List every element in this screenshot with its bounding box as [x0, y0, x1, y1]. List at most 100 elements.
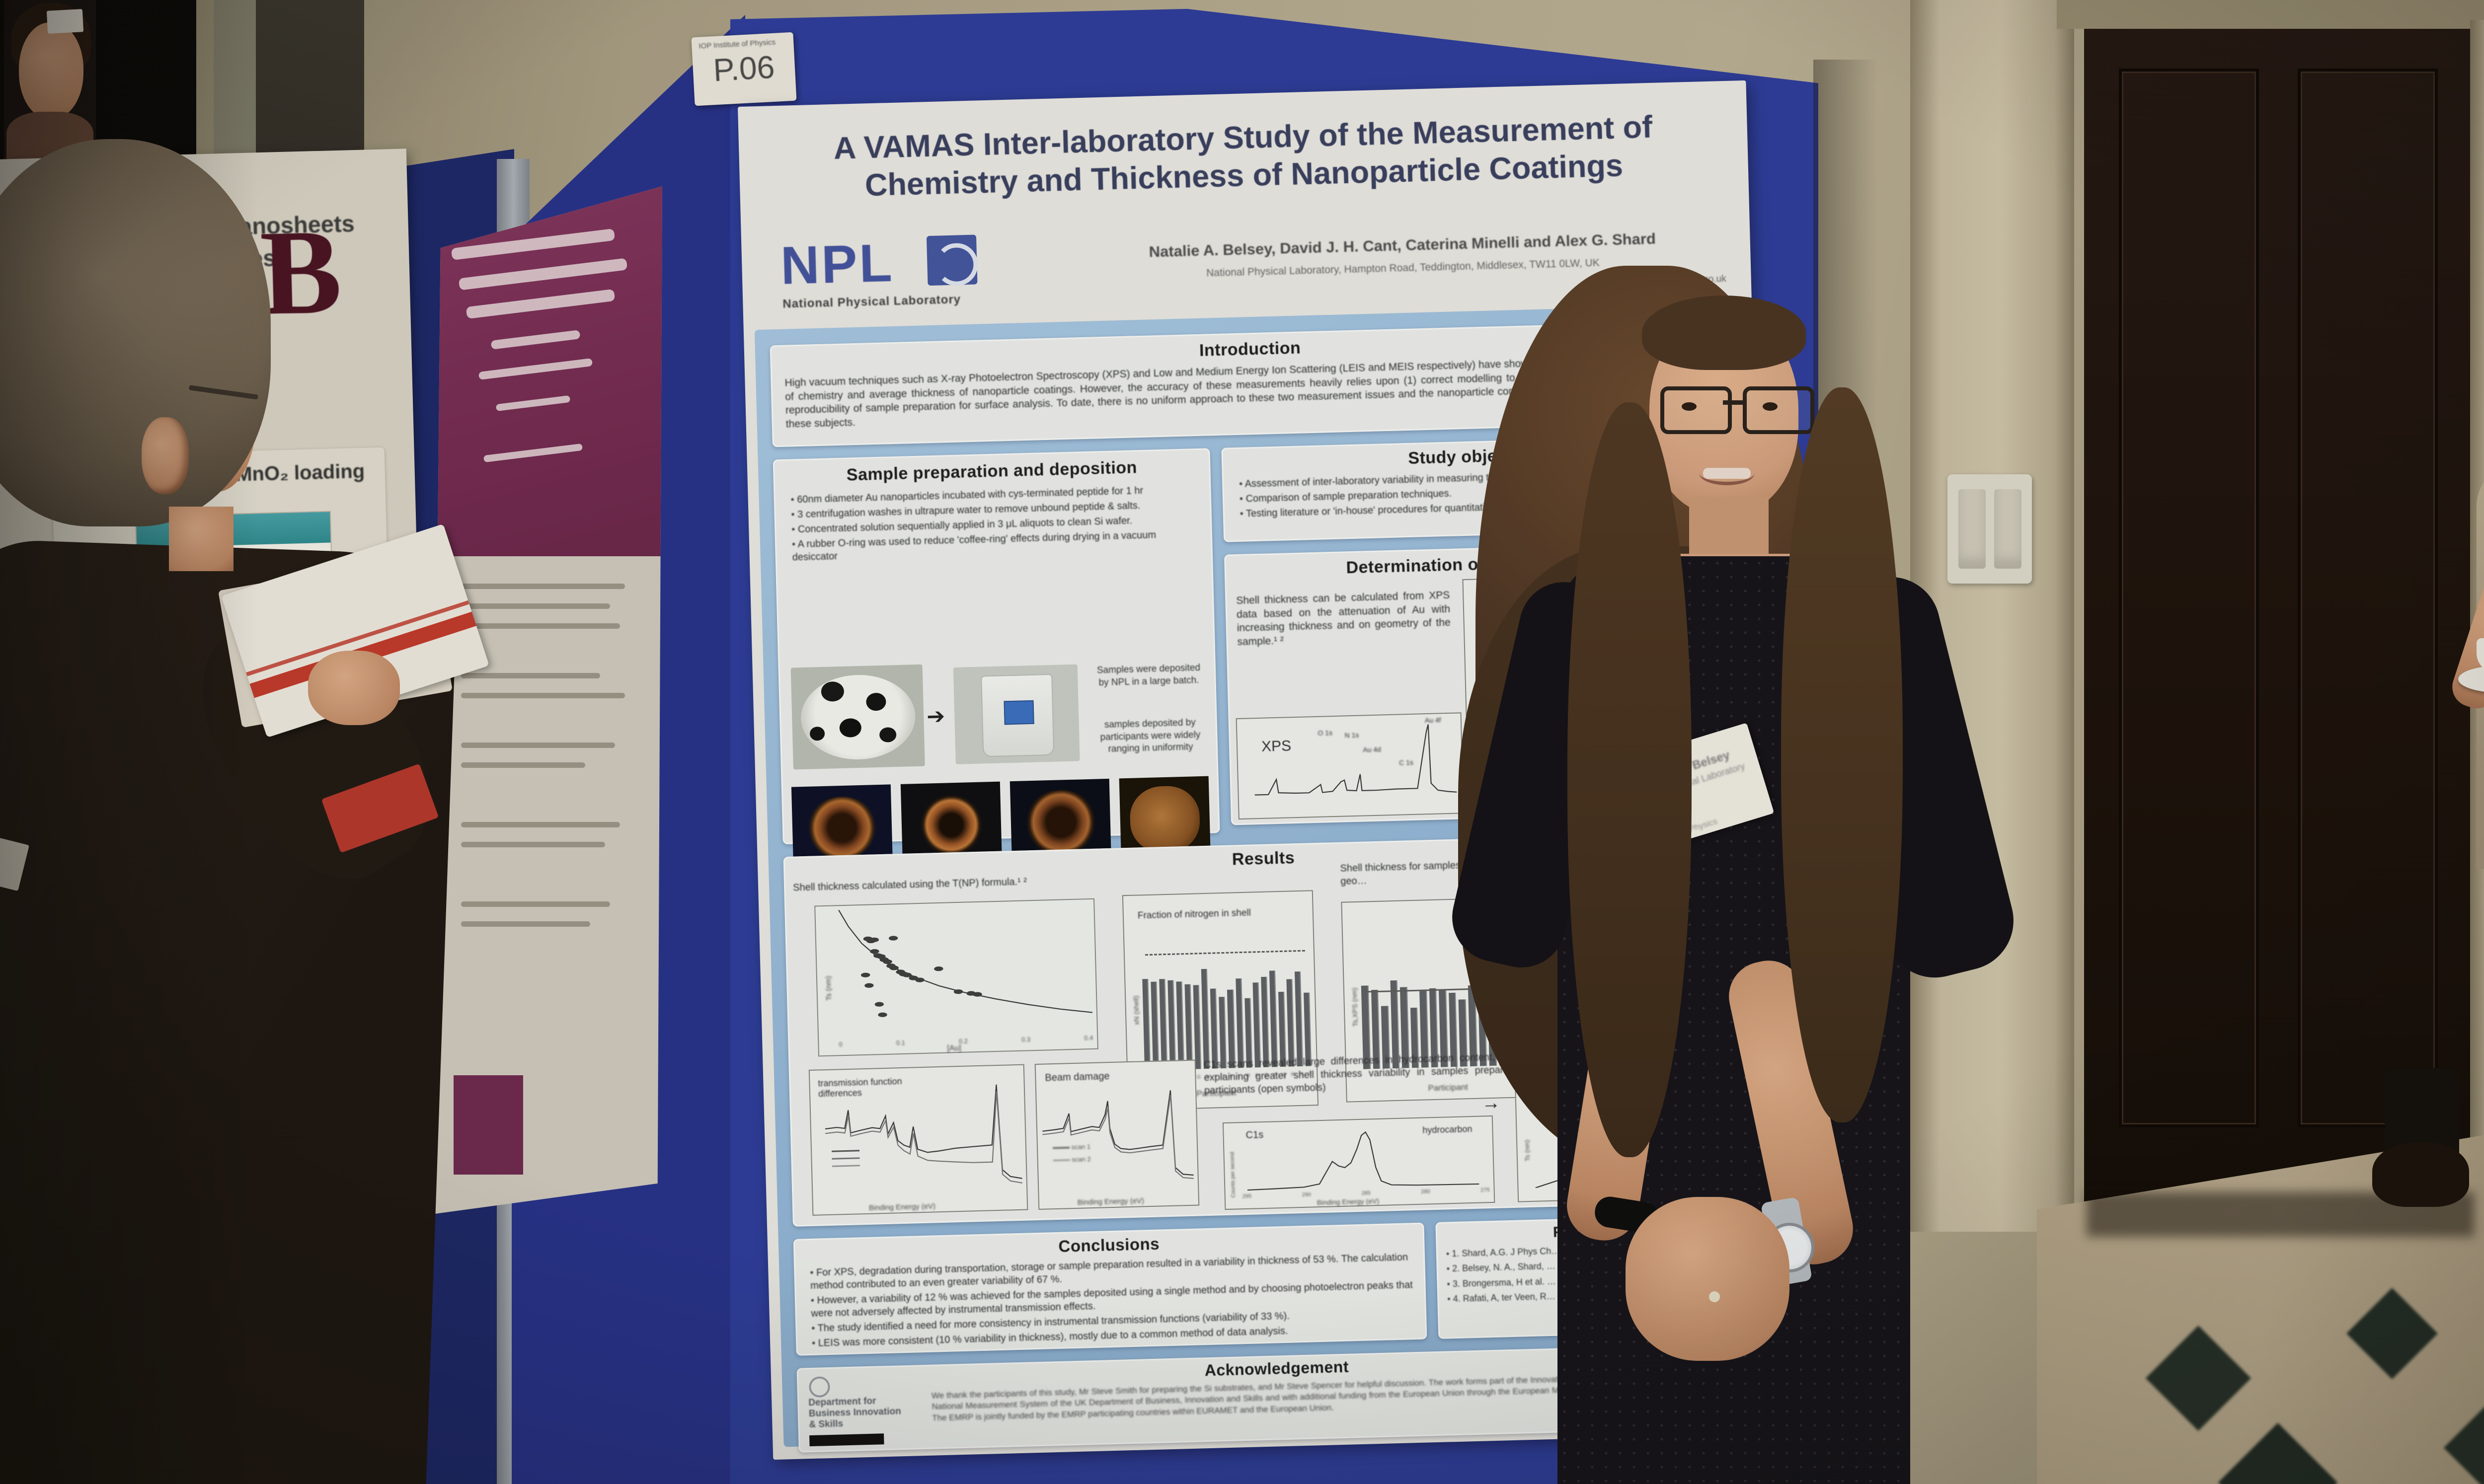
shell-thickness-body: Shell thickness can be calculated from X… — [1236, 589, 1451, 648]
c1s-plot — [1241, 1120, 1489, 1191]
presenter-hands-clasped — [1626, 1197, 1789, 1361]
n_fraction-bar — [1227, 989, 1236, 1068]
dish — [800, 673, 917, 761]
tnp-scatter-chart: Ts (nm) 0 0.1 0.2 0.3 0.4 [Au] — [814, 898, 1098, 1057]
n_fraction-bar — [1167, 980, 1176, 1070]
presenter-hair-front-right — [1781, 387, 1903, 1122]
purple-body-text-bar — [461, 742, 615, 748]
fraction-ylabel: xN (shell) — [1132, 995, 1141, 1025]
xps_survey-svg — [1253, 718, 1459, 806]
bis-dept-label: Department for Business Innovation & Ski… — [808, 1396, 901, 1430]
tnp-scatter-plot — [835, 903, 1093, 1037]
background-woman — [2447, 348, 2484, 1484]
peak-label-au4d: Au 4d — [1363, 745, 1382, 754]
presenter-eye — [1682, 402, 1697, 411]
npl-subtitle: National Physical Laboratory — [782, 293, 961, 311]
c1s-ylabel: Counts per second — [1229, 1152, 1237, 1198]
background-person-shoe — [2372, 1142, 2469, 1207]
purple-body-text-bar — [461, 901, 610, 907]
xps-label: XPS — [1261, 738, 1292, 755]
purple-body-text-bar — [461, 693, 625, 698]
switch-rocker — [1958, 489, 1986, 569]
beam-legend: scan 1 scan 2 — [1053, 1143, 1091, 1164]
n_fraction-bar — [1260, 977, 1269, 1067]
door-panel — [2298, 69, 2438, 1127]
purple-body-text-bar — [461, 603, 610, 609]
n_fraction-bar — [1176, 981, 1185, 1070]
legend-line — [832, 1157, 860, 1160]
purple-poster — [431, 186, 662, 1214]
c1s-svg — [1241, 1120, 1489, 1191]
bis-crest-icon — [808, 1376, 831, 1398]
desiccator-photo — [790, 664, 925, 770]
sample-ring — [1024, 789, 1098, 856]
beam-xlabel: Binding Energy (eV) — [1077, 1196, 1145, 1207]
man-ear — [142, 417, 189, 494]
tnp_scatter-svg — [835, 903, 1093, 1017]
beam-plot — [1041, 1065, 1194, 1194]
xps-ylabel: Ts,XPS (nm) — [1350, 987, 1359, 1027]
legend-line — [832, 1165, 860, 1167]
presenter-woman: Dr Natalie Belsey National Physical Labo… — [1431, 238, 2176, 1484]
presenter-glasses-left-lens — [1660, 386, 1732, 434]
tnp-xlabel: [Au] — [947, 1043, 962, 1053]
n_fraction-bar — [1151, 981, 1160, 1070]
n_fraction-bar — [1210, 988, 1219, 1069]
c1s-xticks-item: 290 — [1302, 1191, 1312, 1198]
sample-prep-box: Sample preparation and deposition 60nm d… — [773, 448, 1220, 872]
tnp-xticks-item: 0.4 — [1084, 1034, 1093, 1042]
conclusions-box: Conclusions For XPS, degradation during … — [793, 1222, 1427, 1356]
fraction-title: Fraction of nitrogen in shell — [1137, 907, 1251, 921]
tnp-ylabel: Ts (nm) — [824, 975, 834, 1001]
n_fraction-bars — [1141, 926, 1312, 1071]
n_fraction-bar — [1278, 991, 1286, 1067]
presenter-hairline — [1642, 296, 1806, 370]
npl-wordmark: NPL — [779, 232, 895, 296]
fraction-categories-item: G — [1196, 1074, 1201, 1080]
sample-prep-bullets: 60nm diameter Au nanoparticles incubated… — [783, 483, 1200, 564]
beam-svg — [1041, 1065, 1194, 1194]
c1s-xticks-item: 280 — [1421, 1188, 1430, 1195]
deposition-note-2: samples deposited by participants were w… — [1100, 717, 1201, 755]
tnp-xticks-item: 0.3 — [1021, 1036, 1031, 1043]
poster-title: A VAMAS Inter-laboratory Study of the Me… — [833, 109, 1653, 203]
xps-survey-chart: XPS O 1s N 1s Au 4d C 1s Au 4f — [1236, 712, 1464, 820]
portrait-face — [19, 22, 83, 119]
transmission-chart: transmission function differences Bindin… — [808, 1064, 1028, 1216]
purple-body-text-bar — [461, 762, 585, 768]
n_fraction-bar — [1142, 979, 1151, 1071]
transmission-plot — [824, 1069, 1022, 1199]
fraction-bars-plot — [1141, 926, 1312, 1071]
ring-glint — [1709, 1291, 1720, 1302]
presenter-glasses-right-lens — [1743, 386, 1814, 434]
purple-footer-block — [454, 1075, 523, 1175]
n_fraction-bar — [1159, 979, 1168, 1070]
door-lintel — [2057, 0, 2484, 29]
beam-damage-chart: Beam damage scan 1 scan 2 Binding Energy… — [1034, 1059, 1200, 1210]
sample-prep-title: Sample preparation and deposition — [846, 458, 1138, 485]
presenter-glasses-bridge — [1723, 400, 1744, 405]
deposition-note-1: Samples were deposited by NPL in a large… — [1096, 663, 1201, 688]
transmission-legend — [832, 1144, 860, 1173]
sample-blob — [1129, 785, 1201, 854]
n_fraction-bar — [1184, 984, 1193, 1069]
n_fraction-bar — [1286, 979, 1295, 1067]
transmission-svg — [824, 1069, 1022, 1199]
n_fraction-bar — [1294, 971, 1303, 1067]
sample-ring — [918, 794, 985, 856]
npl-logo: NPL National Physical Laboratory — [779, 232, 1010, 323]
legend-line — [832, 1150, 860, 1152]
purple-body-text-bar — [461, 584, 625, 589]
light-switch — [1947, 474, 2032, 584]
n_fraction-bar — [1193, 985, 1202, 1069]
purple-body-text-bar — [461, 623, 620, 629]
foreground-man — [0, 109, 507, 1484]
purple-body-text-bar — [461, 673, 600, 678]
purple-body-text-bar — [461, 921, 590, 927]
man-hair — [0, 139, 271, 526]
bis-logo: Department for Business Innovation & Ski… — [806, 1374, 922, 1447]
presenter-eye — [1763, 402, 1778, 411]
door-panel — [2119, 69, 2259, 1127]
switch-rocker — [1994, 489, 2021, 569]
sample-ring — [806, 796, 878, 860]
